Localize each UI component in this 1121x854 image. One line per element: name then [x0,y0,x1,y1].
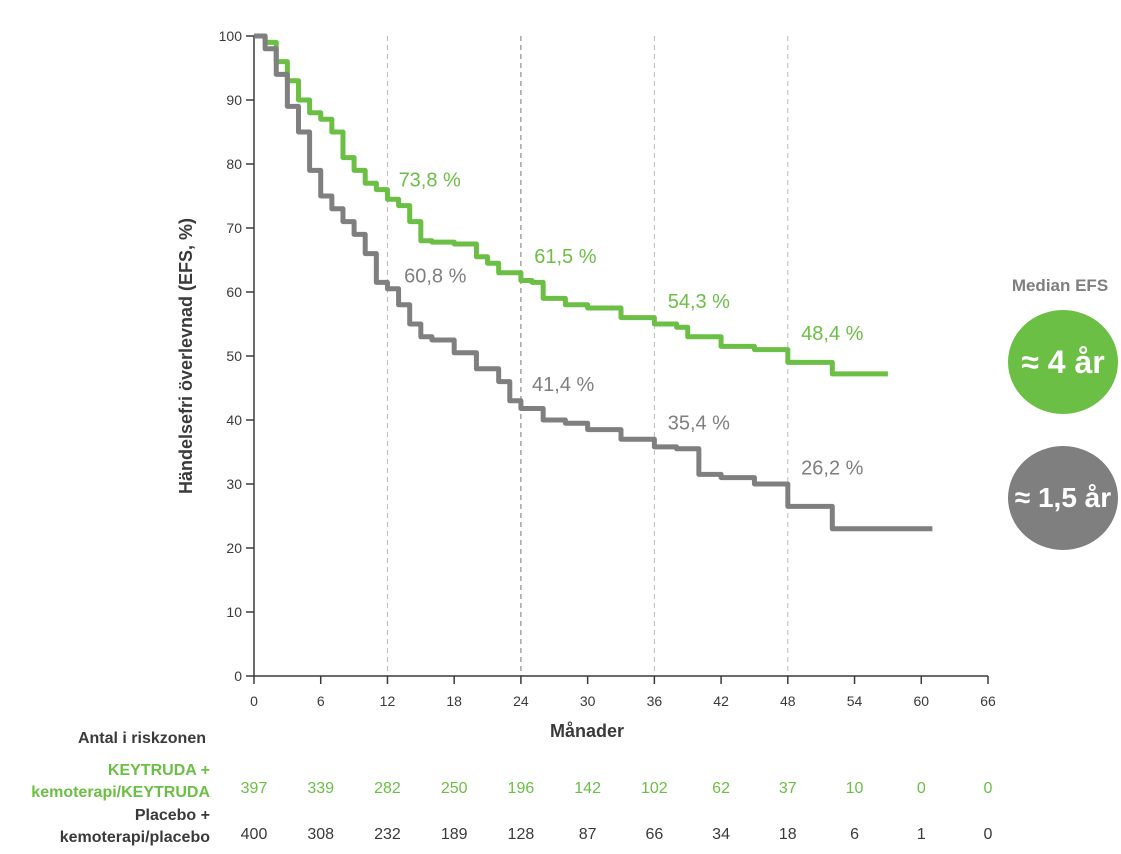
annotation-label: 41,4 % [532,374,594,396]
y-tick-label: 80 [226,156,242,172]
risk-value: 62 [712,780,730,797]
risk-value: 282 [374,780,401,797]
survival-curves [254,33,933,532]
risk-label-placebo-line2: kemoterapi/placebo [59,829,210,846]
y-tick-label: 40 [226,412,242,428]
median-keytruda-badge: ≈ 4 år [1008,310,1118,414]
risk-value: 142 [574,780,601,797]
x-axis-title: Månader [550,721,624,741]
risk-value: 232 [374,826,401,843]
annotation-label: 54,3 % [668,291,730,313]
annotation-label: 26,2 % [801,457,863,479]
y-tick-label: 20 [226,540,242,556]
y-tick-label: 10 [226,604,242,620]
y-tick-label: 90 [226,92,242,108]
x-tick-label: 30 [580,693,596,709]
y-tick-label: 70 [226,220,242,236]
annotation-label: 73,8 % [399,169,461,191]
risk-value: 339 [307,780,335,797]
risk-value: 18 [778,826,797,843]
risk-value: 1 [916,826,926,843]
risk-value: 0 [916,780,926,797]
annotation-label: 61,5 % [534,246,596,268]
x-tick-label: 60 [913,693,929,709]
y-tick-label: 30 [226,476,242,492]
risk-label-placebo-line1: Placebo + [134,807,210,824]
risk-value: 308 [307,826,335,843]
y-tick-label: 60 [226,284,242,300]
annotation-label: 60,8 % [404,265,466,287]
y-tick-label: 0 [234,668,242,684]
x-tick-label: 24 [513,693,529,709]
risk-value: 196 [507,780,535,797]
risk-value: 37 [778,780,797,797]
annotations: 73,8 % 61,5 % 54,3 % 48,4 % 60,8 % 41,4 % 35,4… [399,169,864,479]
x-tick-label: 54 [847,693,863,709]
x-tick-label: 18 [446,693,462,709]
x-tick-label: 6 [317,693,325,709]
risk-label-keytruda-line2: kemoterapi/KEYTRUDA [31,784,210,801]
median-efs-title: Median EFS [1011,276,1109,295]
risk-value: 400 [240,826,268,843]
x-tick-label: 0 [250,693,258,709]
risk-value: 397 [240,780,268,797]
risk-value: 128 [507,826,535,843]
axes: 0 10 20 30 40 50 60 70 80 90 100 0 6 12 18 24 30 36 42 48 54… [219,28,996,709]
y-tick-label: 100 [219,28,243,44]
risk-value: 10 [845,780,864,797]
y-axis-title: Händelsefri överlevnad (EFS, %) [176,218,196,494]
risk-table-heading: Antal i riskzonen [77,730,206,747]
efs-chart: 0 10 20 30 40 50 60 70 80 90 100 0 6 12 18 24 30 36 42 48 54… [176,28,996,741]
reference-lines [386,36,789,676]
keytruda-curve [254,33,888,377]
x-tick-label: 36 [647,693,663,709]
risk-value: 6 [850,826,859,843]
risk-value: 189 [440,826,468,843]
risk-value: 87 [578,826,597,843]
median-placebo-badge: ≈ 1,5 år [1008,446,1118,550]
annotation-label: 35,4 % [668,413,730,435]
risk-label-keytruda-line1: KEYTRUDA + [107,762,210,779]
risk-value: 0 [983,826,993,843]
risk-value: 66 [645,826,664,843]
risk-value: 34 [712,826,730,843]
y-tick-label: 50 [226,348,242,364]
risk-value: 0 [983,780,993,797]
x-tick-label: 66 [980,693,996,709]
x-tick-label: 42 [713,693,729,709]
risk-value: 250 [440,780,468,797]
risk-label-keytruda: KEYTRUDA + kemoterapi/KEYTRUDA [0,760,210,804]
risk-value: 102 [641,780,668,797]
x-tick-label: 12 [380,693,396,709]
placebo-curve [254,33,933,532]
risk-label-placebo: Placebo + kemoterapi/placebo [0,805,210,849]
x-tick-label: 48 [780,693,796,709]
annotation-label: 48,4 % [801,323,863,345]
